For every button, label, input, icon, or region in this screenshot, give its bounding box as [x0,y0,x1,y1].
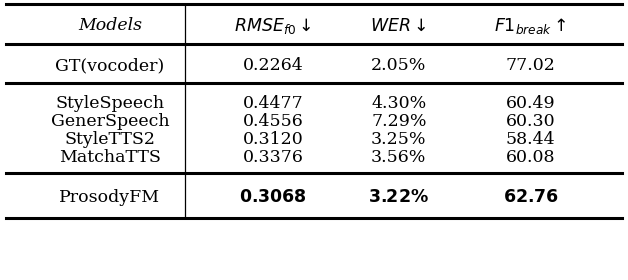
Text: 0.4556: 0.4556 [243,113,303,129]
Text: 77.02: 77.02 [506,57,556,74]
Text: 58.44: 58.44 [506,130,556,148]
Text: Models: Models [78,17,142,34]
Text: StyleTTS2: StyleTTS2 [65,130,155,148]
Text: 60.30: 60.30 [506,113,556,129]
Text: GT(vocoder): GT(vocoder) [55,57,165,74]
Text: 3.25%: 3.25% [371,130,426,148]
Text: 2.05%: 2.05% [371,57,426,74]
Text: 3.56%: 3.56% [371,148,426,165]
Text: ProsodyFM: ProsodyFM [59,188,161,206]
Text: 60.49: 60.49 [506,95,556,111]
Text: 60.08: 60.08 [506,148,555,165]
Text: $\mathbf{62.76}$: $\mathbf{62.76}$ [502,188,559,206]
Text: 0.4477: 0.4477 [243,95,303,111]
Text: $\mathbf{0.3068}$: $\mathbf{0.3068}$ [239,188,307,206]
Text: $F1_{break}\uparrow$: $F1_{break}\uparrow$ [494,16,567,36]
Text: 7.29%: 7.29% [371,113,426,129]
Text: 0.2264: 0.2264 [243,57,303,74]
Text: MatchaTTS: MatchaTTS [59,148,161,165]
Text: $\mathbf{3.22\%}$: $\mathbf{3.22\%}$ [369,188,429,206]
Text: 4.30%: 4.30% [371,95,426,111]
Text: GenerSpeech: GenerSpeech [51,113,169,129]
Text: 0.3120: 0.3120 [243,130,303,148]
Text: $WER\downarrow$: $WER\downarrow$ [371,17,427,34]
Text: 0.3376: 0.3376 [243,148,303,165]
Text: $RMSE_{f0}\downarrow$: $RMSE_{f0}\downarrow$ [234,16,312,36]
Text: StyleSpeech: StyleSpeech [55,95,165,111]
